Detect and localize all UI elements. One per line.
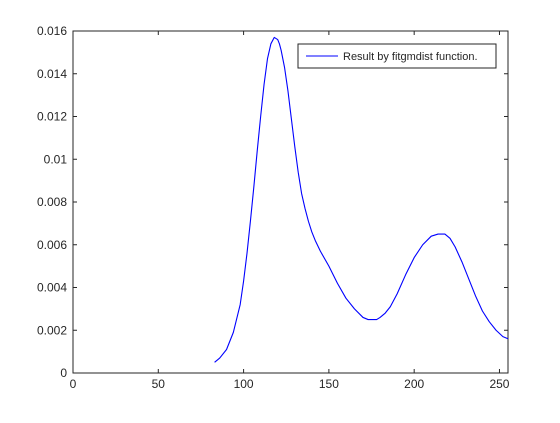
y-tick-label: 0.014: [37, 67, 67, 81]
y-tick-label: 0.006: [37, 238, 67, 252]
axes-frame: [72, 30, 509, 374]
x-tick-label: 150: [319, 377, 339, 391]
x-tick-label: 0: [70, 377, 77, 391]
y-tick-label: 0.002: [37, 323, 67, 337]
series-line: [214, 36, 509, 363]
x-tick-label: 200: [404, 377, 424, 391]
series-layer: [214, 36, 509, 363]
y-tick-label: 0.016: [37, 24, 67, 38]
y-tick-label: 0.01: [44, 152, 68, 166]
y-tick-label: 0.012: [37, 110, 67, 124]
y-tick-label: 0.004: [37, 281, 67, 295]
y-tick-label: 0.008: [37, 195, 67, 209]
x-axis: 0 50 100 150 200 250: [70, 31, 510, 391]
y-axis: 0 0.002 0.004 0.006 0.008 0.01 0.012 0.014 0.016: [37, 24, 508, 380]
x-tick-label: 100: [234, 377, 254, 391]
x-tick-label: 50: [152, 377, 166, 391]
legend-label: Result by fitgmdist function.: [343, 51, 478, 63]
legend: Result by fitgmdist function.: [297, 43, 497, 69]
y-tick-label: 0: [60, 366, 67, 380]
x-tick-label: 250: [489, 377, 509, 391]
